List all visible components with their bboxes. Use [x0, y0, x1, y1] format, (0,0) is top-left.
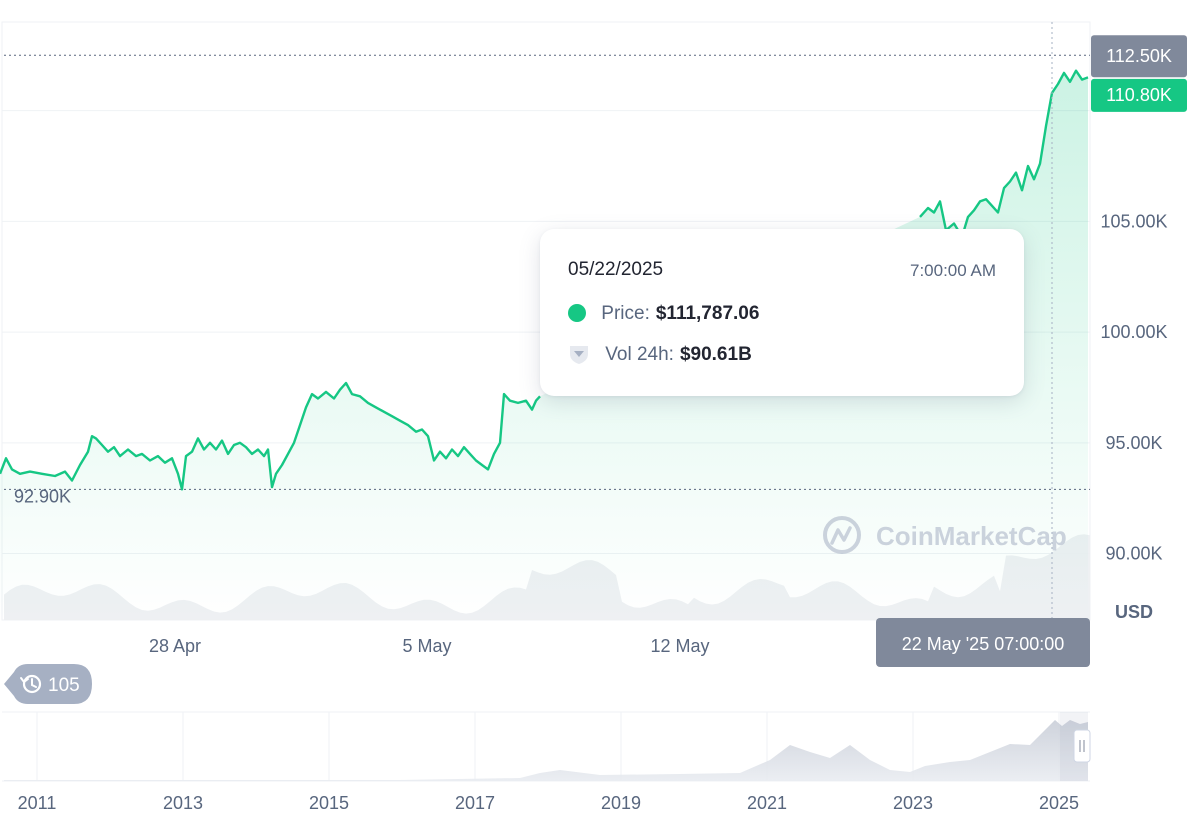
tooltip-date: 05/22/2025 [568, 259, 664, 280]
current-price-label-bg [1091, 78, 1187, 112]
reference-lines: 112.50K 110.80K 92.90K [4, 35, 1187, 506]
history-badge-count: 105 [48, 675, 80, 696]
watermark-text: CoinMarketCap [876, 521, 1067, 551]
reference-label-low: 92.90K [14, 486, 71, 506]
price-area [0, 70, 1088, 620]
watermark: CoinMarketCap [823, 516, 1067, 554]
y-tick-label: 105.00K [1100, 211, 1167, 231]
navigator-history-shape [4, 720, 1088, 781]
coinmarketcap-logo-icon [823, 516, 861, 554]
tooltip-time: 7:00:00 AM [909, 261, 996, 280]
navigator[interactable]: 2011 2013 2015 2017 2019 2021 2023 2025 [2, 711, 1091, 813]
tooltip-price-label: Price: [601, 303, 650, 324]
y-tick-label: 100.00K [1100, 322, 1167, 342]
tooltip-header: 05/22/2025 7:00:00 AM [568, 259, 996, 283]
navigator-year-label: 2017 [455, 793, 495, 813]
navigator-handle[interactable] [1073, 729, 1091, 763]
crosshair-label: 22 May '25 07:00:00 [876, 618, 1090, 667]
price-series [0, 69, 1089, 620]
tooltip-volume-label: Vol 24h: [605, 344, 674, 365]
reference-label-high: 112.50K [1106, 46, 1172, 66]
navigator-year-label: 2023 [893, 793, 933, 813]
currency-unit: USD [1115, 602, 1153, 622]
y-tick-label: 90.00K [1105, 544, 1162, 564]
tooltip-volume-value: $90.61B [679, 344, 752, 365]
y-tick-label: 95.00K [1105, 433, 1162, 453]
x-tick-label: 5 May [402, 636, 451, 656]
crosshair-label-text: 22 May '25 07:00:00 [902, 634, 1065, 654]
price-line [0, 381, 541, 491]
price-line [919, 69, 1089, 238]
history-badge[interactable]: 105 [4, 664, 92, 704]
tooltip: 05/22/2025 7:00:00 AM Price: $111,787.06 … [540, 229, 1024, 396]
current-price-label: 110.80K [1106, 85, 1172, 105]
navigator-year-label: 2015 [309, 793, 349, 813]
x-tick-label: 12 May [650, 636, 709, 656]
tooltip-volume-row: Vol 24h: $90.61B [568, 343, 752, 367]
volume-shield-icon [570, 346, 588, 364]
navigator-year-label: 2019 [601, 793, 641, 813]
reference-label-high-bg [1091, 35, 1187, 78]
coinmarketcap-logo-wave [830, 526, 852, 545]
y-axis: 90.00K 95.00K 100.00K 105.00K [1100, 211, 1167, 563]
navigator-year-label: 2013 [163, 793, 203, 813]
x-tick-label: 28 Apr [149, 636, 201, 656]
history-icon [20, 674, 42, 694]
price-dot-icon [568, 304, 586, 322]
tooltip-price-value: $111,787.06 [655, 303, 760, 324]
x-axis: 28 Apr 5 May 12 May [149, 636, 710, 656]
tooltip-price-row: Price: $111,787.06 [568, 303, 759, 327]
navigator-year-label: 2021 [747, 793, 787, 813]
navigator-year-label: 2011 [18, 793, 57, 813]
navigator-year-label: 2025 [1039, 793, 1079, 813]
